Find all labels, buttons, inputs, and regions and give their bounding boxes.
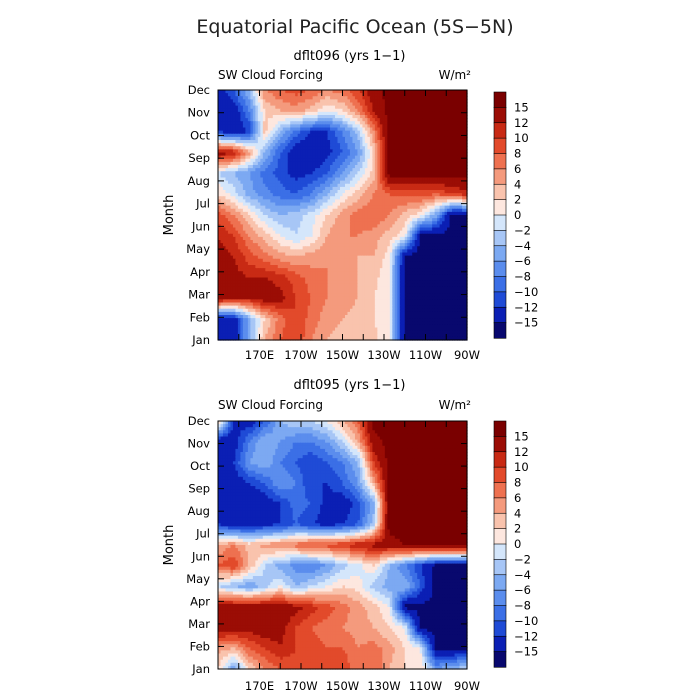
heatmap-cells: [218, 90, 468, 341]
unit-label: W/m²: [439, 68, 472, 82]
panel-title: dflt096 (yrs 1−1): [293, 49, 405, 64]
figure-title: Equatorial Pacific Ocean (5S−5N): [196, 16, 513, 38]
chart-panel-1: dflt096 (yrs 1−1)SW Cloud Forcing W/m²Jan…: [162, 49, 538, 362]
variable-label: SW Cloud Forcing: [218, 68, 323, 82]
